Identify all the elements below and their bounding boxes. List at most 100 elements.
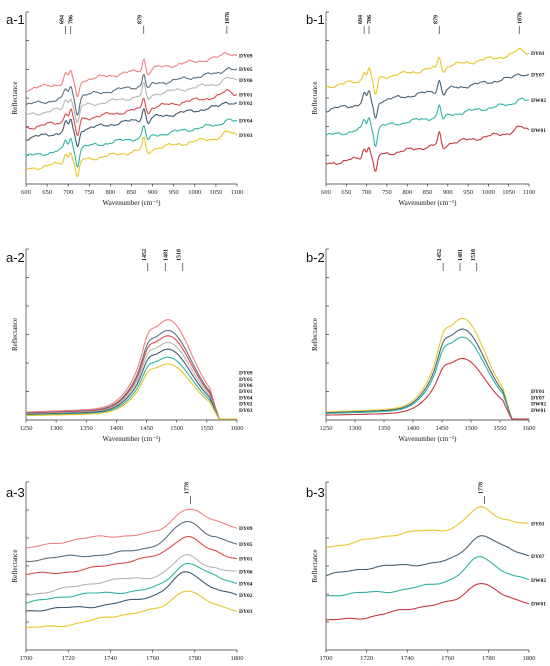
x-tick-label: 1740 <box>401 655 414 662</box>
x-axis-label: Wavenumber (cm⁻¹) <box>103 435 162 443</box>
legend-label-dy01: DY01 <box>239 556 253 562</box>
x-tick-label: 700 <box>63 189 73 196</box>
x-tick-label: 750 <box>84 189 94 196</box>
y-axis-label: Reflectance <box>311 549 319 582</box>
peak-label: 879 <box>433 15 439 24</box>
x-tick-label: 1450 <box>436 425 449 432</box>
x-tick-label: 1700 <box>20 655 33 662</box>
legend-label-dy03: DY03 <box>239 609 253 615</box>
legend-label-dw02: DW02 <box>531 98 546 104</box>
x-tick-label: 1600 <box>231 425 244 432</box>
legend-label-dy06: DY06 <box>239 569 253 575</box>
series-line-dy03 <box>25 130 238 177</box>
series-line-dw01 <box>325 125 530 172</box>
series-line-dy03 <box>26 363 237 420</box>
x-tick-label: 1550 <box>200 425 213 432</box>
series-line-dy05 <box>26 520 238 563</box>
peak-label: 694 <box>60 15 66 24</box>
series-line-dw02 <box>325 336 529 420</box>
peak-label: 694 <box>358 15 364 24</box>
x-tick-label: 1250 <box>20 425 33 432</box>
series-line-dy01 <box>326 506 530 548</box>
series-line-dy05 <box>26 329 237 420</box>
legend-label-dy09: DY09 <box>239 371 253 377</box>
x-tick-label: 1760 <box>441 655 454 662</box>
x-tick-label: 1780 <box>482 655 495 662</box>
x-tick-label: 950 <box>463 189 473 196</box>
legend-label-dy01: DY01 <box>531 389 545 395</box>
x-tick-label: 1550 <box>494 425 507 432</box>
series-line-dy01 <box>325 317 529 420</box>
peak-label: 706 <box>69 15 75 24</box>
series-line-dy02 <box>25 571 238 612</box>
chart-panel-a-2: a-2 1250 1300 1350 1400 1450 1500 1550 1600 Waven… <box>6 248 253 443</box>
x-tick-label: 1600 <box>523 425 536 432</box>
x-tick-label: 1700 <box>320 655 333 662</box>
series-line-dy04 <box>25 118 238 168</box>
x-tick-label: 1100 <box>523 189 536 196</box>
legend-label-dy03: DY03 <box>239 133 253 139</box>
y-axis-label: Reflectance <box>11 318 19 351</box>
legend-label-dy04: DY04 <box>239 582 253 588</box>
series-line-dy04 <box>25 562 238 605</box>
x-tick-label: 1300 <box>349 425 362 432</box>
chart-panel-b-2: b-2 1250 1300 1350 1400 1450 1500 1550 1600 Waven… <box>306 248 546 443</box>
x-tick-label: 1350 <box>80 425 93 432</box>
chart-panel-b-3: b-3170017201740176017801800Wavenumber (c… <box>306 481 546 666</box>
series-line-dw02 <box>325 556 530 597</box>
x-tick-label: 900 <box>148 189 158 196</box>
x-tick-label: 1800 <box>523 655 536 662</box>
series-line-dy06 <box>26 554 238 596</box>
series-line-dw01 <box>325 357 529 420</box>
y-axis-label: Reflectance <box>311 318 319 351</box>
series-line-dw01 <box>325 583 530 621</box>
x-tick-label: 1250 <box>320 425 333 432</box>
panel-label: a-1 <box>6 12 25 27</box>
y-axis-label: Reflectance <box>11 81 19 114</box>
legend-label-dy03: DY03 <box>239 408 253 414</box>
chart-panel-b-1: b-1 600 650 700 750 800 850 900 950 1000 1050 1100 W… <box>306 11 546 207</box>
x-tick-label: 1500 <box>465 425 478 432</box>
x-tick-label: 1450 <box>140 425 153 432</box>
y-axis-label: Reflectance <box>311 81 319 114</box>
peak-label: 1076 <box>517 12 523 24</box>
x-tick-label: 750 <box>382 189 392 196</box>
chart-panel-a-1: a-1 600 650 700 750 800 850 900 950 1000 1050 1100 W… <box>6 11 253 207</box>
peak-label: 1778 <box>185 482 191 494</box>
panel-label: a-3 <box>6 485 25 500</box>
x-tick-label: 1780 <box>188 655 201 662</box>
legend-label-dy07: DY07 <box>531 554 545 560</box>
legend-label-dy01: DY01 <box>531 521 545 527</box>
x-tick-label: 600 <box>21 189 31 196</box>
series-line-dy01 <box>25 89 238 137</box>
series-line-dy02 <box>25 101 238 148</box>
series-line-dy06 <box>25 76 238 123</box>
peak-label: 879 <box>138 15 144 24</box>
x-tick-label: 650 <box>42 189 52 196</box>
legend-label-dy06: DY06 <box>239 78 253 84</box>
series-line-dy07 <box>325 535 530 577</box>
panel-label: b-1 <box>306 12 325 27</box>
peak-label: 1452 <box>142 249 148 261</box>
y-axis-label: Reflectance <box>11 549 19 582</box>
legend-label-dw02: DW02 <box>531 402 546 408</box>
panel-label: a-2 <box>6 250 25 265</box>
x-axis-label: Wavenumber (cm⁻¹) <box>399 435 458 443</box>
x-tick-label: 650 <box>341 189 351 196</box>
x-tick-label: 1300 <box>50 425 63 432</box>
x-tick-label: 1720 <box>62 655 75 662</box>
legend-label-dy05: DY05 <box>239 377 253 383</box>
x-tick-label: 900 <box>443 189 453 196</box>
legend-label-dy02: DY02 <box>239 402 253 408</box>
legend-label-dy09: DY09 <box>239 53 253 59</box>
series-line-dy01 <box>26 341 237 420</box>
x-tick-label: 1000 <box>482 189 495 196</box>
x-tick-label: 800 <box>106 189 116 196</box>
x-tick-label: 850 <box>127 189 137 196</box>
legend-label-dy01: DY01 <box>239 92 253 98</box>
legend-label-dw01: DW01 <box>531 128 546 134</box>
series-line-dy07 <box>326 328 529 420</box>
peak-label: 1510 <box>177 249 183 261</box>
peak-label: 1452 <box>437 249 443 261</box>
series-line-dy07 <box>325 73 530 119</box>
